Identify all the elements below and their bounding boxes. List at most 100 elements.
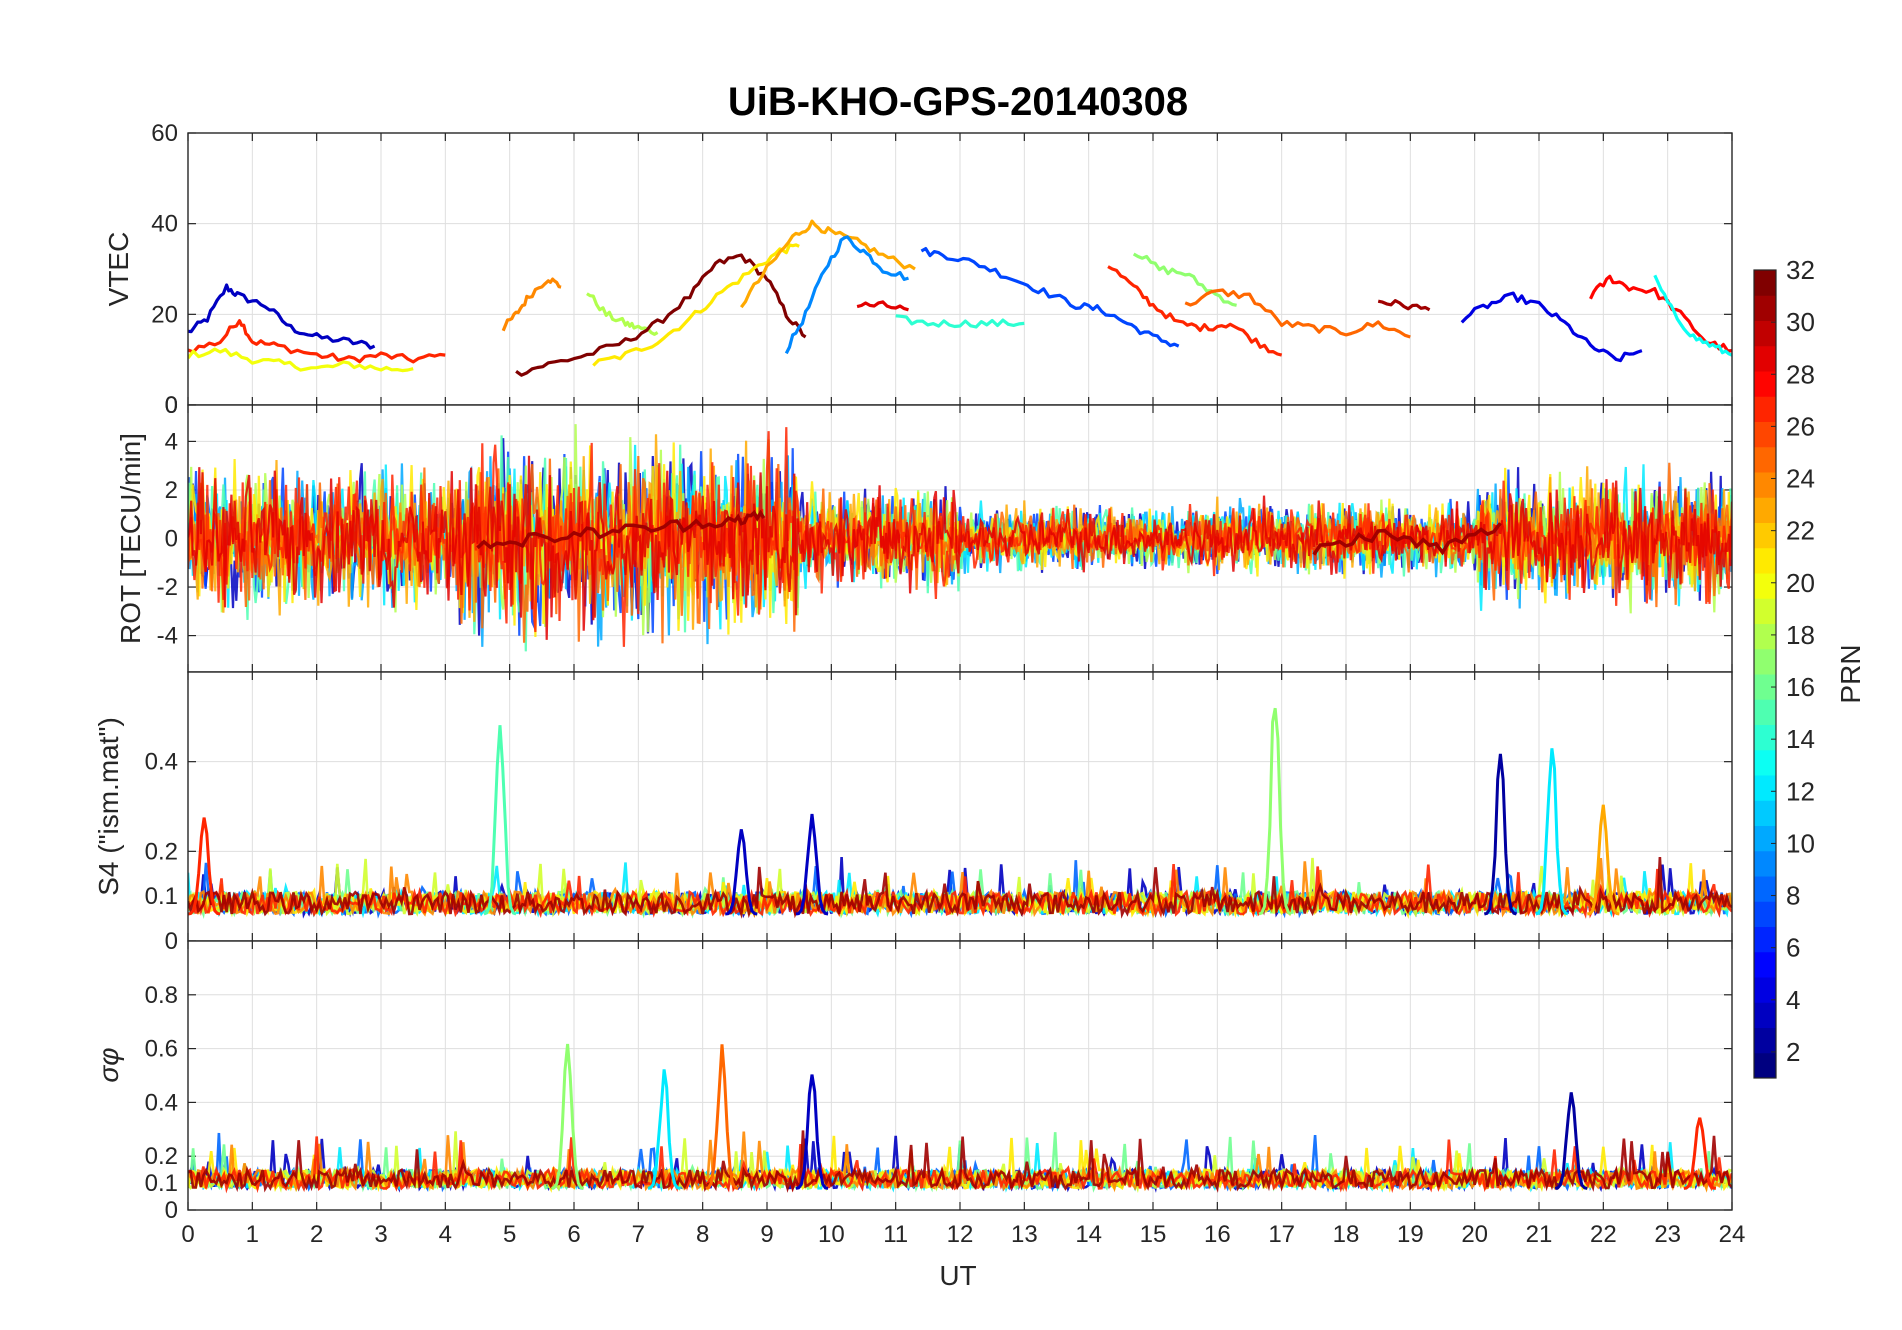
colorbar-band-17 [1754, 648, 1776, 675]
y-tick-label: 0.2 [145, 838, 178, 865]
s4-peak-prn-17 [1258, 707, 1292, 916]
colorbar-tick-label: 28 [1786, 359, 1815, 389]
x-tick-labels: 0 1 2 3 4 5 6 7 8 9 10 11 12 13 14 15 16 17 18 19 20 21 22 23 24 [181, 1221, 1745, 1248]
x-tick-label: 3 [374, 1221, 387, 1248]
y-tick-label: 4 [165, 428, 178, 455]
sigma_phi-peak-prn-3 [795, 1074, 829, 1190]
y-tick-label: 0 [165, 1197, 178, 1224]
colorbar: 32 30 28 26 24 22 20 18 16 14 12 10 8 6 4 2 PRN [1753, 255, 1866, 1079]
x-tick-label: 14 [1075, 1221, 1102, 1248]
colorbar-band-19 [1754, 598, 1776, 624]
colorbar-tick-label: 18 [1786, 620, 1815, 650]
vtec-series-prn-25 [1184, 288, 1411, 339]
x-tick-label: 12 [947, 1221, 974, 1248]
x-tick-label: 16 [1204, 1221, 1231, 1248]
x-tick-label: 10 [818, 1221, 845, 1248]
colorbar-band-23 [1754, 497, 1776, 523]
s4-peak-prn-3 [795, 813, 829, 916]
axes-box [187, 940, 1733, 1211]
x-tick-label: 8 [696, 1221, 709, 1248]
data-layer [188, 219, 1732, 377]
rot-trend-prn-31 [476, 509, 766, 550]
x-tick-label: 1 [246, 1221, 259, 1248]
chart-title: UiB-KHO-GPS-20140308 [728, 80, 1188, 124]
colorbar-band-9 [1754, 850, 1776, 877]
vtec-series-prn-14 [895, 314, 1025, 329]
x-tick-label: 24 [1719, 1221, 1746, 1248]
s4-series-prn-31 [188, 857, 1732, 919]
vtec-series-prn-31 [1377, 299, 1431, 312]
x-tick-label: 18 [1333, 1221, 1360, 1248]
colorbar-tick-label: 12 [1786, 776, 1815, 806]
colorbar-band-2 [1754, 1027, 1776, 1054]
vtec-series-prn-23 [740, 219, 916, 309]
vtec-series-prn-3 [188, 283, 376, 350]
colorbar-band-31 [1754, 295, 1776, 321]
x-tick-label: 5 [503, 1221, 516, 1248]
colorbar-band-4 [1754, 977, 1776, 1003]
colorbar-label: PRN [1835, 644, 1866, 703]
panel-rot: 4 2 0 -2 -4 0 ROT [TECU/min] [115, 392, 1733, 673]
colorbar-band-30 [1754, 320, 1776, 347]
s4-peak-prn-3 [725, 829, 758, 916]
s4-peak-prn-27 [188, 817, 221, 916]
sigma_phi-peak-prn-27 [1683, 1117, 1717, 1190]
y-tick-label: 0.8 [145, 982, 178, 1009]
colorbar-band-15 [1754, 699, 1776, 725]
colorbar-band-1 [1754, 1052, 1776, 1079]
y-tick-label: 2 [165, 477, 178, 504]
data-layer [188, 707, 1732, 920]
x-tick-label: 20 [1461, 1221, 1488, 1248]
colorbar-band-25 [1754, 446, 1776, 473]
y-tick-label: 60 [151, 120, 178, 147]
y-tick-label: 0 [165, 526, 178, 553]
y-tick-label: 0.4 [145, 749, 178, 776]
vtec-series-prn-18 [586, 292, 659, 336]
colorbar-band-20 [1754, 573, 1776, 599]
colorbar-tick-label: 2 [1786, 1037, 1800, 1067]
y-axis-label: VTEC [103, 232, 134, 307]
colorbar-tick-label: 10 [1786, 828, 1815, 858]
y-tick-label: 20 [151, 301, 178, 328]
sigma_phi-series-prn-31 [188, 1130, 1732, 1193]
colorbar-band-32 [1754, 270, 1776, 296]
x-tick-label: 7 [632, 1221, 645, 1248]
panel-sigma_phi: 0.8 0.6 0.4 0.20.10 σφ [93, 940, 1733, 1224]
x-tick-label: 9 [760, 1221, 773, 1248]
colorbar-band-6 [1754, 926, 1776, 953]
vtec-series-prn-17 [1132, 252, 1237, 307]
colorbar-band-8 [1754, 876, 1776, 902]
colorbar-tick-label: 26 [1786, 411, 1815, 441]
colorbar-band-26 [1754, 421, 1776, 448]
x-tick-label: 0 [181, 1221, 194, 1248]
colorbar-band-16 [1754, 674, 1776, 700]
y-tick-label: 0.1 [145, 883, 178, 910]
y-tick-label: -2 [157, 574, 178, 601]
rot-series-prn-29 [188, 455, 1732, 640]
x-tick-label: 22 [1590, 1221, 1617, 1248]
colorbar-band-24 [1754, 472, 1776, 498]
vtec-series-prn-21 [592, 243, 800, 367]
sigma_phi-peak-prn-12 [647, 1069, 681, 1190]
y-axis-label: S4 ("ism.mat") [93, 717, 124, 896]
colorbar-band-11 [1754, 800, 1776, 826]
colorbar-tick-label: 16 [1786, 672, 1815, 702]
colorbar-band-22 [1754, 522, 1776, 549]
x-tick-label: 11 [883, 1221, 908, 1248]
data-layer [188, 1043, 1732, 1194]
y-axis-label: σφ [93, 1047, 124, 1082]
colorbar-band-29 [1754, 345, 1776, 372]
colorbar-band-7 [1754, 901, 1776, 927]
colorbar-band-21 [1754, 547, 1776, 574]
y-axis-label: ROT [TECU/min] [115, 433, 146, 644]
colorbar-tick-label: 8 [1786, 881, 1800, 911]
x-tick-label: 21 [1526, 1221, 1553, 1248]
colorbar-band-10 [1754, 825, 1776, 852]
vtec-series-prn-20 [188, 347, 414, 373]
colorbar-band-28 [1754, 371, 1776, 397]
x-tick-label: 13 [1011, 1221, 1038, 1248]
vtec-series-prn-27 [188, 319, 446, 364]
x-tick-label: 15 [1140, 1221, 1167, 1248]
